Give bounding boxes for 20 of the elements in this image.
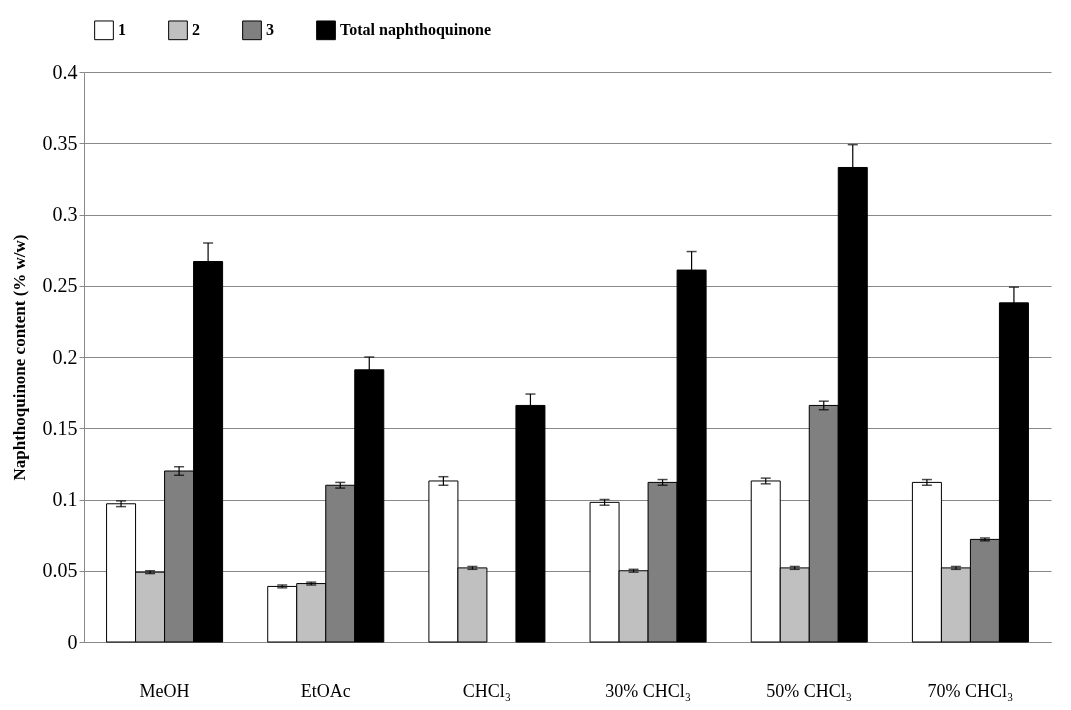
y-tick-label: 0.1 [52,488,78,510]
y-tick-label: 0.35 [42,131,78,154]
y-tick-label: 0.2 [52,345,78,368]
y-tick-label: 0.25 [42,274,78,297]
x-tick-label: MeOH [139,680,190,701]
x-tick-label: 70% CHCl₃ [927,680,1014,701]
x-tick-label: 30% CHCl₃ [605,680,691,701]
y-tick-label: 0.3 [52,203,78,225]
y-tick-label: 0.4 [52,60,78,83]
legend-label: 3 [266,21,274,39]
x-tick-label: CHCl₃ [462,680,512,701]
legend-label: 1 [118,21,126,39]
y-tick-label: 0 [67,630,78,653]
y-tick-label: 0.15 [42,416,78,439]
legend-label: 2 [192,21,200,39]
x-tick-label: 50% CHCl₃ [766,680,853,701]
y-axis-title: Naphthoquinone content (% w/w) [9,234,29,481]
legend-label: Total naphthoquinone [340,21,492,40]
y-tick-label: 0.05 [42,559,78,582]
x-tick-label: EtOAc [300,680,351,701]
